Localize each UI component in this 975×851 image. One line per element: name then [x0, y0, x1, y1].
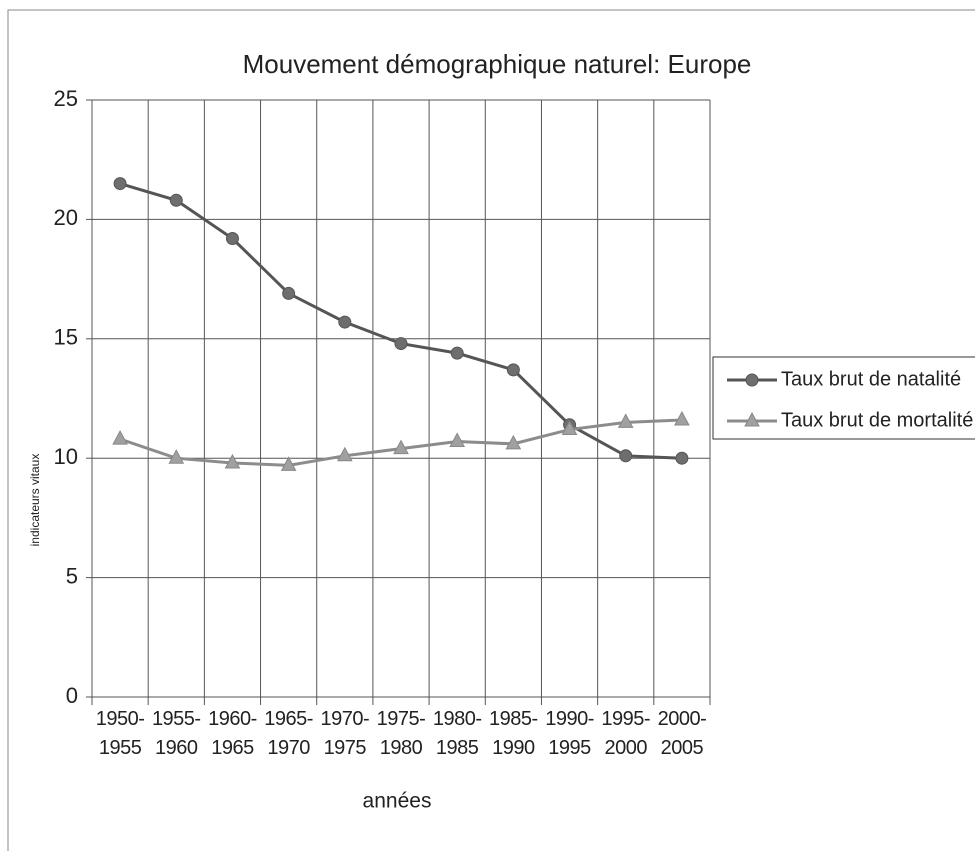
y-tick-label: 0	[66, 683, 78, 708]
y-tick-label: 20	[54, 205, 78, 230]
x-axis-label: années	[363, 790, 432, 813]
marker	[675, 451, 689, 465]
y-tick-label: 15	[54, 325, 78, 350]
x-tick-label: 1950-1955	[95, 708, 145, 759]
marker	[113, 177, 127, 191]
marker	[169, 193, 183, 207]
y-axis-label: indicateurs vitaux	[28, 454, 42, 547]
marker	[112, 430, 128, 445]
y-tick-label: 10	[54, 444, 78, 469]
marker	[617, 413, 634, 428]
chart-title: Mouvement démographique naturel: Europe	[243, 49, 752, 79]
marker	[336, 446, 353, 462]
marker	[280, 456, 297, 471]
x-tick-label: 1960-1965	[208, 708, 257, 759]
marker	[224, 453, 241, 469]
frame	[7, 9, 975, 851]
marker	[393, 439, 409, 455]
x-tick-label: 1985-1990	[489, 708, 538, 759]
marker	[168, 449, 185, 464]
marker	[450, 346, 464, 360]
y-tick-label: 5	[66, 563, 78, 588]
marker	[394, 337, 408, 351]
x-tick-label: 1955-1960	[151, 708, 201, 759]
marker	[282, 286, 296, 300]
marker	[505, 434, 522, 450]
marker	[674, 410, 690, 426]
x-tick-label: 1980-1985	[432, 708, 482, 759]
marker	[338, 315, 352, 329]
marker	[225, 232, 239, 246]
legend-label: Taux brut de natalité	[781, 368, 961, 390]
marker	[506, 363, 520, 377]
x-tick-label: 1990-1995	[545, 708, 594, 759]
x-tick-label: 1995-2000	[601, 708, 651, 759]
x-tick-label: 1975-1980	[376, 708, 426, 759]
legend-marker	[745, 373, 759, 387]
x-tick-label: 2000-2005	[657, 708, 707, 759]
marker	[449, 432, 466, 447]
x-tick-label: 1970-1975	[320, 708, 370, 759]
legend-marker	[744, 411, 760, 427]
marker	[561, 420, 578, 436]
marker	[619, 449, 633, 463]
x-tick-label: 1965-1970	[264, 708, 313, 759]
y-tick-label: 25	[54, 86, 78, 111]
legend-label: Taux brut de mortalité	[781, 409, 973, 431]
